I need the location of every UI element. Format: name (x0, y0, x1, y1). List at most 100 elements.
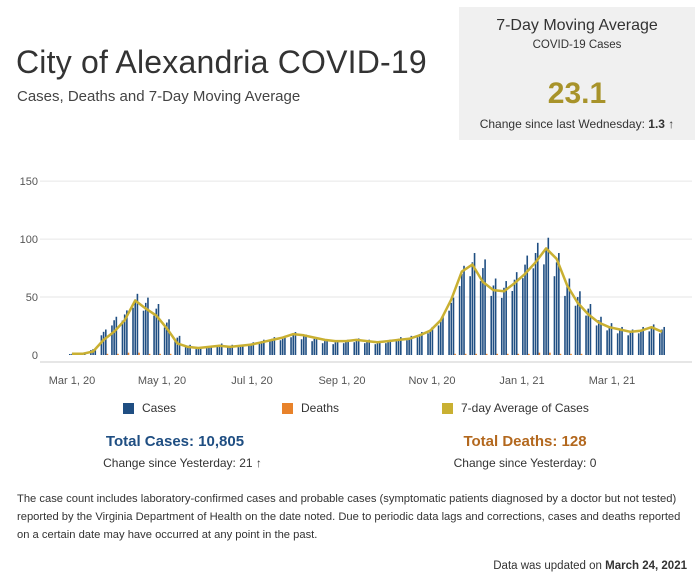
case-bar (547, 237, 550, 355)
case-bar (210, 346, 212, 355)
case-bar (410, 335, 413, 355)
case-bar (115, 316, 118, 355)
x-tick-label: Nov 1, 20 (408, 375, 455, 387)
case-bar (616, 333, 619, 355)
case-bar (218, 344, 221, 355)
case-bar (334, 342, 337, 355)
case-bar (279, 340, 282, 355)
death-bar (580, 353, 583, 355)
case-bar (292, 334, 295, 355)
y-tick-label: 0 (32, 350, 38, 362)
case-bar (479, 281, 482, 355)
case-bar (205, 348, 208, 355)
case-bar (195, 349, 198, 355)
updated-date: March 24, 2021 (605, 560, 687, 572)
kpi-value: 23.1 (547, 77, 607, 110)
case-bar (147, 297, 149, 355)
case-bar (355, 339, 358, 355)
page-title: City of Alexandria COVID-19 (16, 44, 427, 80)
death-bar (475, 353, 477, 355)
case-bar (378, 340, 381, 355)
case-bar (564, 295, 566, 355)
moving-average-card: 7-Day Moving Average COVID-19 Cases 23.1… (459, 7, 695, 140)
case-bar (442, 316, 444, 355)
death-bar (538, 352, 541, 355)
kpi-change-value: 1.3 (648, 117, 665, 131)
case-bar (642, 326, 644, 355)
case-bar (199, 347, 202, 355)
case-bar (505, 281, 507, 355)
case-bar (608, 326, 611, 355)
case-bar (142, 310, 145, 355)
case-bar (534, 253, 537, 355)
death-bar (485, 353, 488, 355)
case-bar (437, 325, 440, 355)
case-bar (406, 340, 408, 355)
case-bar (231, 344, 234, 355)
case-bar (197, 348, 200, 355)
case-bar (589, 304, 592, 355)
case-bar (511, 290, 514, 355)
case-bar (260, 341, 263, 355)
death-bar (117, 353, 119, 355)
case-bar (461, 273, 463, 355)
case-bar (321, 343, 324, 355)
total-deaths: Total Deaths: 128 (463, 433, 587, 450)
case-bar (652, 324, 655, 355)
case-bar (187, 345, 189, 355)
case-bar (347, 339, 349, 355)
case-bar (332, 344, 334, 355)
case-bar (427, 333, 429, 355)
case-bar (416, 337, 419, 355)
case-bar (397, 338, 400, 355)
case-bar (284, 335, 286, 355)
case-bar (305, 334, 307, 355)
death-bar (138, 352, 140, 355)
case-bar (389, 339, 392, 355)
case-bar (492, 285, 495, 355)
case-bar (258, 343, 261, 355)
case-bar (576, 297, 579, 355)
death-bar (464, 353, 467, 355)
legend-deaths: Deaths (282, 401, 339, 415)
average-swatch (442, 402, 453, 414)
x-tick-label: Sep 1, 20 (318, 375, 365, 387)
case-bar (220, 343, 223, 355)
case-bar (166, 322, 168, 355)
death-bar (169, 353, 172, 355)
case-bar (513, 279, 516, 355)
case-bar (408, 337, 410, 355)
x-tick-label: Mar 1, 21 (589, 375, 635, 387)
case-bar (324, 341, 326, 355)
case-bar (532, 268, 535, 355)
case-bar (469, 276, 471, 355)
case-bar (661, 329, 663, 355)
updated-label: Data was updated on (493, 560, 602, 572)
case-bar (153, 315, 155, 355)
case-bar (650, 327, 653, 355)
case-bar (621, 326, 623, 355)
case-bar (102, 331, 105, 355)
case-bar (555, 262, 558, 355)
case-bar (631, 329, 634, 355)
case-bar (610, 323, 613, 355)
case-bar (395, 341, 398, 355)
case-bar (526, 255, 529, 355)
legend-cases: Cases (123, 401, 176, 415)
x-axis-labels: Mar 1, 20 May 1, 20 Jul 1, 20 Sep 1, 20 Nov … (49, 375, 635, 387)
case-bar (163, 327, 166, 355)
case-bar (315, 337, 318, 355)
death-bar (454, 353, 456, 355)
up-arrow-icon: ↑ (668, 117, 675, 131)
death-bar (159, 353, 161, 355)
case-bar (500, 297, 503, 355)
footnote: The case count includes laboratory-confi… (17, 493, 681, 541)
case-bar (627, 335, 629, 355)
case-bar (515, 272, 518, 355)
case-bar (229, 345, 231, 355)
case-bar (174, 340, 176, 355)
case-bar (208, 346, 210, 355)
case-bar (566, 285, 568, 355)
case-bar (94, 348, 97, 355)
case-bar (431, 326, 434, 355)
